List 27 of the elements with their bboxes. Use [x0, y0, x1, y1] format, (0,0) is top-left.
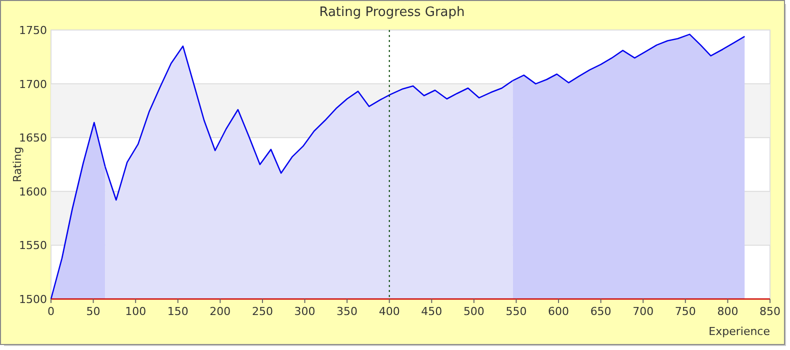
- y-tick-label: 1500: [19, 293, 47, 306]
- x-tick-label: 550: [506, 305, 527, 318]
- x-tick-label: 400: [378, 305, 400, 318]
- x-tick-label: 50: [86, 305, 100, 318]
- x-tick-label: 0: [48, 305, 54, 318]
- y-tick-label: 1750: [19, 24, 47, 37]
- x-tick-label: 500: [463, 305, 484, 318]
- y-tick-label: 1550: [19, 239, 47, 252]
- x-tick-label: 750: [674, 305, 696, 318]
- x-tick-label: 850: [760, 305, 780, 318]
- x-axis-title: Experience: [708, 325, 770, 338]
- x-tick-label: 150: [167, 305, 188, 318]
- x-tick-label: 600: [548, 305, 570, 318]
- y-axis-title: Rating: [11, 146, 24, 182]
- x-tick-label: 450: [421, 305, 442, 318]
- chart-title: Rating Progress Graph: [319, 5, 465, 20]
- x-tick-label: 100: [125, 305, 146, 318]
- x-tick-label: 800: [717, 305, 738, 318]
- x-tick-label: 250: [252, 305, 273, 318]
- y-tick-label: 1650: [19, 132, 47, 145]
- x-tick-label: 200: [210, 305, 231, 318]
- x-tick-label: 350: [336, 305, 358, 318]
- x-tick-label: 700: [632, 305, 654, 318]
- x-tick-label: 300: [294, 305, 316, 318]
- x-tick-label: 650: [590, 305, 612, 318]
- y-tick-label: 1700: [19, 78, 47, 91]
- y-tick-label: 1600: [19, 185, 47, 198]
